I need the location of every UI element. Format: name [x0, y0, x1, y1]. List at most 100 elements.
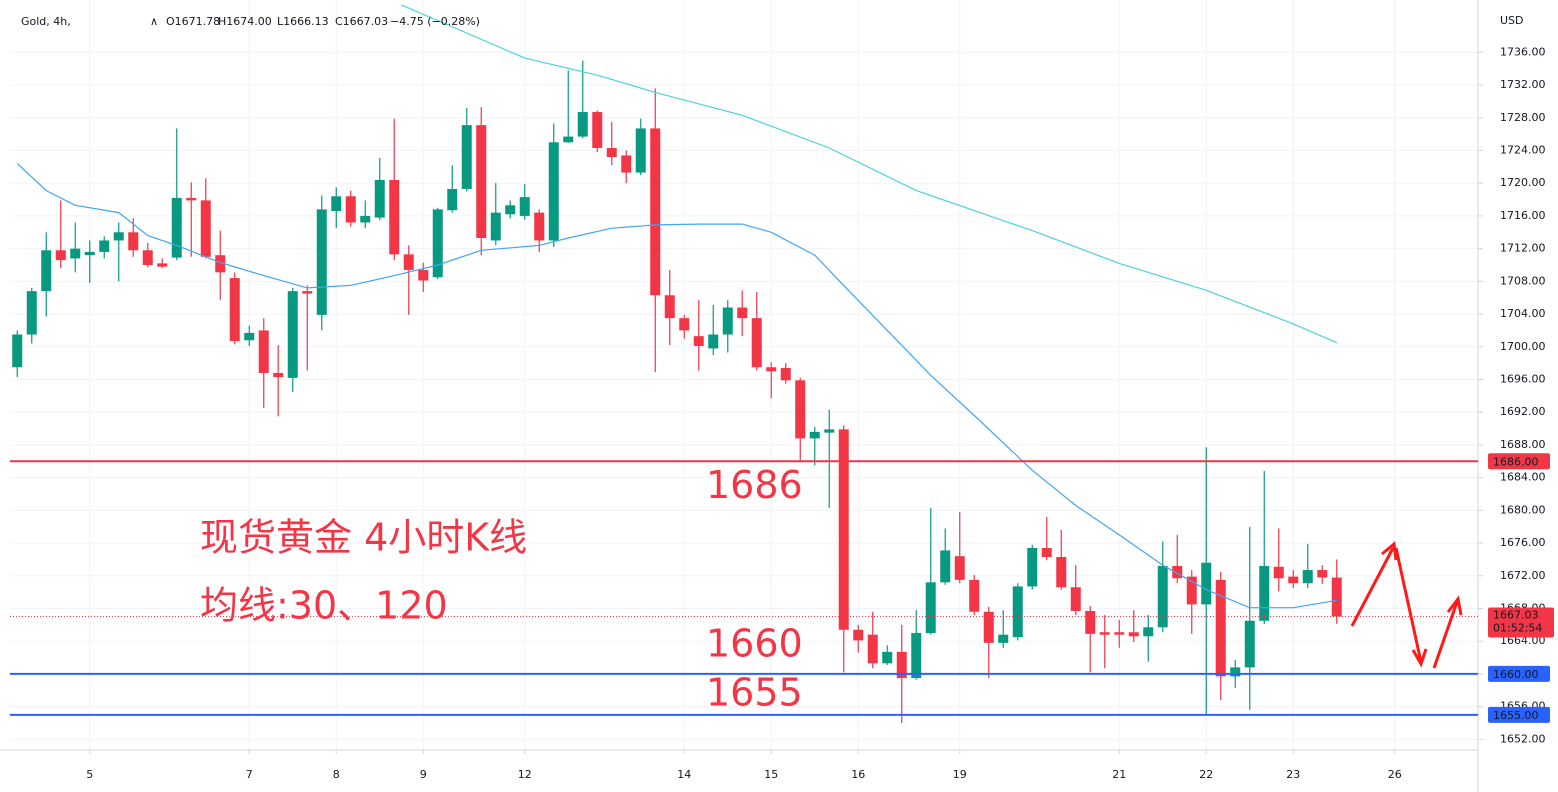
candle-body	[200, 200, 211, 257]
candle-body	[476, 125, 487, 239]
y-tick-label: 1720.00	[1500, 176, 1546, 189]
candle-body	[1041, 547, 1052, 557]
candle-body	[708, 334, 719, 349]
y-tick-label: 1712.00	[1500, 242, 1546, 255]
candle-body	[360, 215, 371, 223]
candle-body	[1186, 576, 1197, 605]
candle-body	[99, 240, 110, 252]
candle-body	[896, 651, 907, 679]
candle-body	[1012, 586, 1023, 638]
x-tick-label: 7	[246, 768, 253, 781]
level-tag-label: 1655.00	[1493, 709, 1539, 722]
countdown: 01:52:54	[1493, 621, 1542, 634]
candle-body	[273, 372, 284, 378]
candle-body	[1070, 587, 1081, 611]
ohlc-value: L1666.13	[277, 15, 329, 28]
candle-body	[664, 295, 675, 319]
forecast-arrows	[1350, 541, 1463, 669]
candle-body	[26, 291, 37, 335]
caption-title: 现货黄金 4小时K线	[200, 516, 527, 560]
currency: USD	[1500, 14, 1524, 27]
candle-body	[418, 269, 429, 281]
candle-body	[345, 196, 356, 223]
candle-body	[853, 629, 864, 641]
candle-body	[432, 209, 443, 278]
candle-body	[1027, 547, 1038, 587]
y-tick-label: 1736.00	[1500, 45, 1546, 58]
candle-body	[1143, 627, 1154, 637]
x-tick-label: 5	[86, 768, 93, 781]
candle-body	[1273, 566, 1284, 579]
candle-body	[1099, 632, 1110, 635]
arrow-head	[1411, 648, 1428, 668]
candle-body	[229, 278, 240, 342]
candle-body	[389, 179, 400, 255]
arrow-head	[1446, 595, 1463, 616]
candle-body	[490, 212, 501, 241]
candle-body	[940, 550, 951, 583]
level-tag	[1488, 706, 1550, 723]
candle-body	[621, 155, 632, 173]
candle-body	[635, 128, 646, 173]
x-tick-label: 19	[953, 768, 967, 781]
level-annotation: 1660	[706, 621, 803, 665]
arrow-up	[1432, 601, 1459, 669]
candle-body	[563, 136, 574, 143]
x-tick-label: 12	[518, 768, 532, 781]
ohlc-value: O1671.78	[166, 15, 220, 28]
candle-body	[1302, 570, 1313, 584]
candle-body	[70, 248, 81, 259]
candle-body	[1201, 562, 1212, 605]
ohlc-value: −4.75 (−0.28%)	[390, 15, 480, 28]
y-tick-label: 1676.00	[1500, 536, 1546, 549]
candle-body	[1056, 556, 1067, 588]
candle-body	[577, 112, 588, 137]
candle-body	[1128, 632, 1139, 637]
candle-body	[331, 196, 342, 212]
candle-body	[128, 232, 139, 251]
candle-body	[55, 250, 66, 261]
symbol: Gold, 4h,	[21, 15, 71, 28]
y-tick-label: 1692.00	[1500, 405, 1546, 418]
candle-body	[983, 611, 994, 643]
candle-body	[113, 232, 124, 241]
candle-body	[925, 582, 936, 634]
candle-body	[679, 318, 690, 331]
x-tick-label: 21	[1112, 768, 1126, 781]
y-tick-label: 1700.00	[1500, 340, 1546, 353]
plot	[12, 4, 1342, 724]
y-tick-label: 1684.00	[1500, 471, 1546, 484]
candle-body	[867, 634, 878, 664]
last-price-tag	[1488, 607, 1554, 638]
candle-body	[287, 291, 298, 378]
candle-body	[795, 380, 806, 439]
x-tick-label: 23	[1286, 768, 1300, 781]
candle-body	[41, 250, 52, 292]
level-annotation: 1655	[706, 670, 803, 714]
candle-body	[650, 128, 661, 296]
moving-average	[16, 163, 1337, 609]
candle-body	[954, 556, 965, 580]
candle-body	[157, 263, 168, 267]
candle-body	[316, 209, 327, 315]
ohlc-value: C1667.03	[335, 15, 388, 28]
candle-body	[403, 254, 414, 270]
y-tick-label: 1724.00	[1500, 143, 1546, 156]
candle-body	[1230, 667, 1241, 677]
candle-body	[548, 142, 559, 241]
candle-body	[258, 330, 269, 373]
candle-body	[374, 179, 385, 218]
candle-body	[1331, 577, 1342, 617]
candle-body	[780, 368, 791, 381]
candle-body	[12, 334, 23, 368]
candle-body	[1085, 610, 1096, 634]
level-tag	[1488, 665, 1550, 682]
y-tick-label: 1688.00	[1500, 438, 1546, 451]
candle-body	[693, 336, 704, 346]
y-tick-label: 1728.00	[1500, 111, 1546, 124]
candle-body	[215, 255, 226, 273]
candle-body	[911, 633, 922, 679]
level-tag-label: 1686.00	[1493, 455, 1539, 468]
candle-body	[737, 307, 748, 319]
candle-body	[461, 125, 472, 189]
